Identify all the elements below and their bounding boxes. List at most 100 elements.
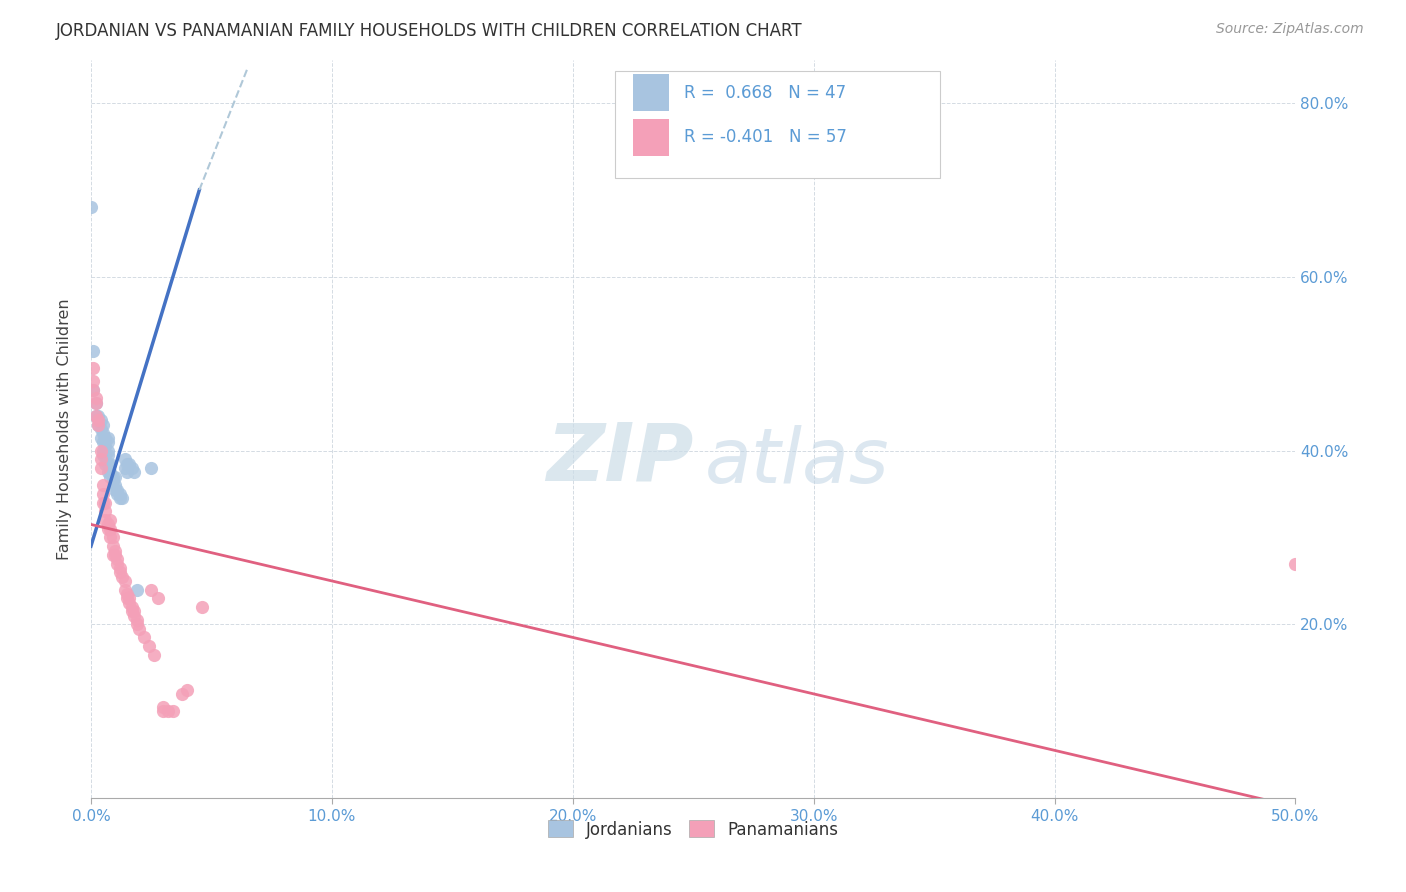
Point [190,599,212,614]
Point [108,487,131,501]
Point [114,461,136,475]
Point [101,474,124,488]
Point [124,604,146,618]
Point [98,513,121,527]
Point [97,465,120,479]
Point [90,443,112,458]
Point [141,582,163,597]
FancyBboxPatch shape [614,70,941,178]
Point [176,682,198,697]
Point [108,561,131,575]
Point [91,478,114,492]
Point [82,374,104,388]
Point [121,604,143,618]
Point [98,522,121,536]
Point [114,574,136,588]
Point [91,426,114,441]
Point [114,452,136,467]
Point [115,457,138,471]
Point [97,431,120,445]
Point [84,409,107,423]
Point [91,443,114,458]
Point [82,383,104,397]
Point [104,483,127,497]
Point [90,431,112,445]
Point [90,452,112,467]
Point [98,469,121,483]
Point [104,548,127,562]
Point [90,413,112,427]
Point [125,582,148,597]
Point [152,704,174,718]
Point [108,491,131,506]
Point [114,582,136,597]
Point [94,448,117,462]
Point [111,491,134,506]
Point [107,557,129,571]
Y-axis label: Family Households with Children: Family Households with Children [58,298,72,559]
Point [125,617,148,632]
Point [121,461,143,475]
Point [124,465,146,479]
Point [138,639,160,653]
Point [84,409,107,423]
Point [107,483,129,497]
Point [84,396,107,410]
Text: ZIP: ZIP [546,419,693,498]
Point [82,383,104,397]
Point [115,587,138,601]
Point [125,613,148,627]
Point [90,422,112,436]
Point [94,496,117,510]
Point [101,548,124,562]
Point [118,457,141,471]
Point [98,457,121,471]
Point [141,461,163,475]
Point [132,631,155,645]
Point [87,417,110,432]
Point [91,417,114,432]
FancyBboxPatch shape [633,119,669,155]
Point [97,522,120,536]
Point [94,457,117,471]
Point [87,413,110,427]
Point [115,591,138,606]
Point [84,392,107,406]
Point [104,478,127,492]
Point [101,539,124,553]
Point [91,448,114,462]
Point [91,487,114,501]
Point [111,569,134,583]
Point [172,687,194,701]
Point [87,409,110,423]
Point [97,443,120,458]
Point [108,566,131,580]
Text: JORDANIAN VS PANAMANIAN FAMILY HOUSEHOLDS WITH CHILDREN CORRELATION CHART: JORDANIAN VS PANAMANIAN FAMILY HOUSEHOLD… [56,22,803,40]
Point [148,591,170,606]
Point [104,469,127,483]
Point [101,531,124,545]
Point [101,469,124,483]
Point [87,417,110,432]
Point [115,465,138,479]
Point [98,531,121,545]
Point [152,699,174,714]
Text: R = -0.401   N = 57: R = -0.401 N = 57 [683,128,846,146]
Legend: Jordanians, Panamanians: Jordanians, Panamanians [541,814,845,846]
Point [121,599,143,614]
Point [91,434,114,449]
Point [98,465,121,479]
FancyBboxPatch shape [633,74,669,112]
Point [94,504,117,518]
Point [142,648,165,662]
Point [97,517,120,532]
Point [157,704,180,718]
Text: Source: ZipAtlas.com: Source: ZipAtlas.com [1216,22,1364,37]
Point [118,596,141,610]
Text: atlas: atlas [706,425,890,500]
Point [124,608,146,623]
Point [94,513,117,527]
Point [82,343,104,358]
Point [107,552,129,566]
Point [97,434,120,449]
